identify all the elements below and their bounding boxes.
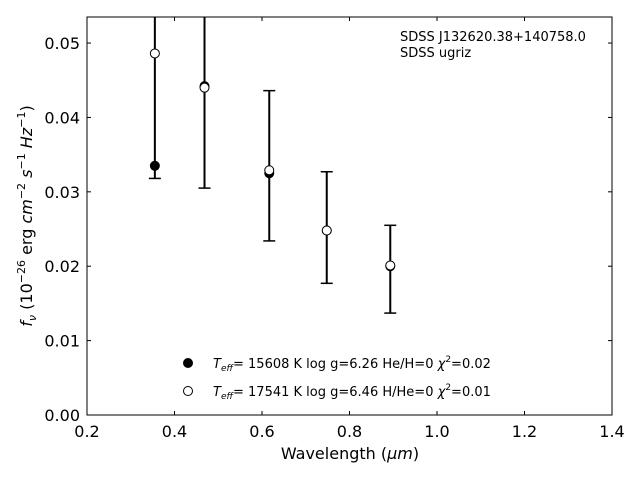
model-point-open: [321, 225, 332, 236]
y-tick-label: 0.05: [44, 34, 80, 53]
legend-label-model-1: Teff= 15608 K log g=6.26 He/H=0 χ2=0.02: [213, 355, 491, 374]
x-tick-label: 0.4: [162, 422, 187, 441]
legend: Teff= 15608 K log g=6.26 He/H=0 χ2=0.02 …: [183, 355, 491, 402]
axis-ticks: 0.2 0.4 0.6 0.8 1.0 1.2 1.4 0.00 0.01 0.02 0.03 0.0…: [44, 17, 625, 441]
x-tick-label: 1.0: [424, 422, 449, 441]
x-tick-label: 1.2: [512, 422, 537, 441]
y-axis-label: fν (10−26 erg cm−2 s−1 Hz−1): [15, 105, 39, 326]
x-tick-label: 0.8: [337, 422, 362, 441]
x-tick-label: 0.6: [249, 422, 274, 441]
y-tick-label: 0.04: [44, 108, 80, 127]
legend-label-model-2: Teff= 17541 K log g=6.46 H/He=0 χ2=0.01: [213, 383, 491, 402]
legend-marker-filled: [183, 358, 193, 368]
x-tick-label: 0.2: [74, 422, 99, 441]
y-tick-label: 0.03: [44, 183, 80, 202]
y-tick-label: 0.02: [44, 257, 80, 276]
y-tick-label: 0.00: [44, 406, 80, 425]
model-point-open: [385, 260, 396, 271]
plot-frame: [86, 16, 613, 416]
x-tick-label: 1.4: [599, 422, 624, 441]
legend-marker-open: [183, 386, 193, 396]
plot-area: [148, 17, 397, 314]
model-point-open: [264, 165, 275, 176]
model-point-open: [199, 82, 210, 93]
object-name-annotation: SDSS J132620.38+140758.0: [400, 30, 586, 45]
model-point-open: [149, 48, 160, 59]
y-tick-label: 0.01: [44, 332, 80, 351]
filter-system-annotation: SDSS ugriz: [400, 46, 471, 61]
model-point-filled: [149, 160, 160, 171]
x-axis-label: Wavelength (μm): [281, 444, 419, 463]
